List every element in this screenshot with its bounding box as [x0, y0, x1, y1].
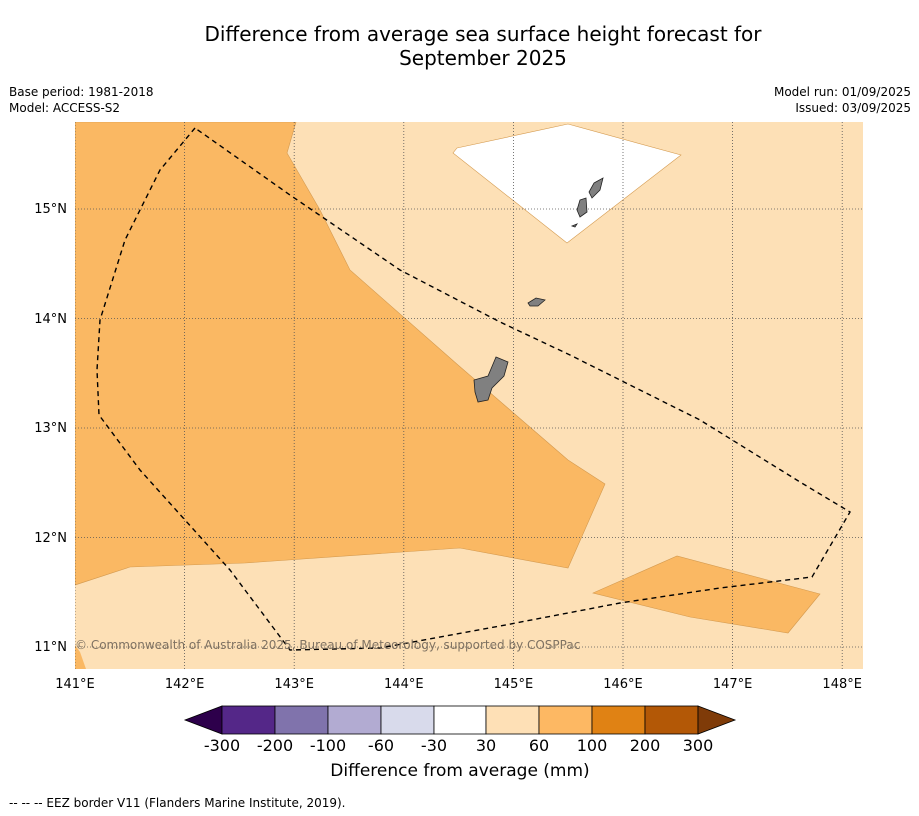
- colorbar-tick-label: 200: [630, 736, 661, 755]
- colorbar-extend-high: [697, 705, 737, 735]
- colorbar: [183, 705, 737, 735]
- colorbar-tick-label: -60: [368, 736, 394, 755]
- colorbar-bin-4: [380, 705, 435, 735]
- lon-label-148e: 148°E: [822, 677, 862, 692]
- colorbar-tick-label: -300: [204, 736, 240, 755]
- map-title: Difference from average sea surface heig…: [120, 22, 846, 70]
- lat-label-15n: 15°N: [34, 202, 67, 217]
- colorbar-ticks: -300 -200 -100 -60 -30 30 60 100 200 300: [204, 736, 713, 755]
- lat-label-14n: 14°N: [34, 312, 67, 327]
- eez-border: [96, 127, 851, 651]
- colorbar-bin-6: [485, 705, 540, 735]
- colorbar-label: Difference from average (mm): [330, 761, 590, 781]
- colorbar-tick-label: 60: [529, 736, 549, 755]
- lon-label-143e: 143°E: [274, 677, 314, 692]
- colorbar-tick-label: -30: [421, 736, 447, 755]
- lon-label-145e: 145°E: [494, 677, 534, 692]
- lon-label-141e: 141°E: [55, 677, 95, 692]
- lon-label-144e: 144°E: [384, 677, 424, 692]
- colorbar-tick-label: -200: [257, 736, 293, 755]
- issued-text: Issued: 03/09/2025: [795, 101, 911, 115]
- colorbar-bin-1: [221, 705, 276, 735]
- title-line-1: Difference from average sea surface heig…: [204, 22, 762, 46]
- copyright-text: © Commonwealth of Australia 2025, Bureau…: [75, 638, 580, 652]
- colorbar-bin-9: [644, 705, 699, 735]
- metadata-right: Model run: 01/09/2025 Issued: 03/09/2025: [774, 84, 911, 116]
- aguijan-island: [570, 223, 579, 228]
- eez-footnote: -- -- -- EEZ border V11 (Flanders Marine…: [9, 796, 346, 810]
- anomaly-60-100-region-corner: [75, 645, 86, 669]
- colorbar-bin-7: [538, 705, 593, 735]
- map-area: [75, 122, 863, 669]
- longitude-labels: 141°E 142°E 143°E 144°E 145°E 146°E 147°…: [55, 677, 862, 692]
- lon-label-142e: 142°E: [165, 677, 205, 692]
- colorbar-tick-label: -100: [310, 736, 346, 755]
- colorbar-bin-2: [274, 705, 329, 735]
- latitude-labels: 15°N 14°N 13°N 12°N 11°N: [34, 202, 67, 655]
- model-text: Model: ACCESS-S2: [9, 101, 121, 115]
- saipan-island: [588, 177, 604, 199]
- anomaly-60-100-region-west: [75, 122, 606, 586]
- metadata-left: Base period: 1981-2018 Model: ACCESS-S2: [9, 84, 154, 116]
- tinian-island: [576, 197, 588, 218]
- guam-island: [473, 356, 509, 403]
- lon-label-147e: 147°E: [713, 677, 753, 692]
- neutral-region: [452, 123, 682, 244]
- anomaly-60-100-region-southeast: [592, 555, 821, 634]
- colorbar-tick-label: 300: [683, 736, 714, 755]
- lat-label-12n: 12°N: [34, 531, 67, 546]
- gridlines: [75, 122, 863, 669]
- colorbar-extend-low: [183, 705, 223, 735]
- model-run-text: Model run: 01/09/2025: [773, 85, 911, 99]
- title-line-2: September 2025: [399, 46, 567, 70]
- rota-island: [527, 297, 546, 307]
- lon-label-146e: 146°E: [603, 677, 643, 692]
- colorbar-bin-8: [591, 705, 646, 735]
- lat-label-13n: 13°N: [34, 421, 67, 436]
- colorbar-tick-label: 100: [577, 736, 608, 755]
- colorbar-tick-label: 30: [476, 736, 496, 755]
- lat-label-11n: 11°N: [34, 640, 67, 655]
- base-period-text: Base period: 1981-2018: [9, 85, 154, 99]
- colorbar-bin-5: [433, 705, 487, 735]
- colorbar-bin-3: [327, 705, 382, 735]
- islands: [473, 177, 604, 403]
